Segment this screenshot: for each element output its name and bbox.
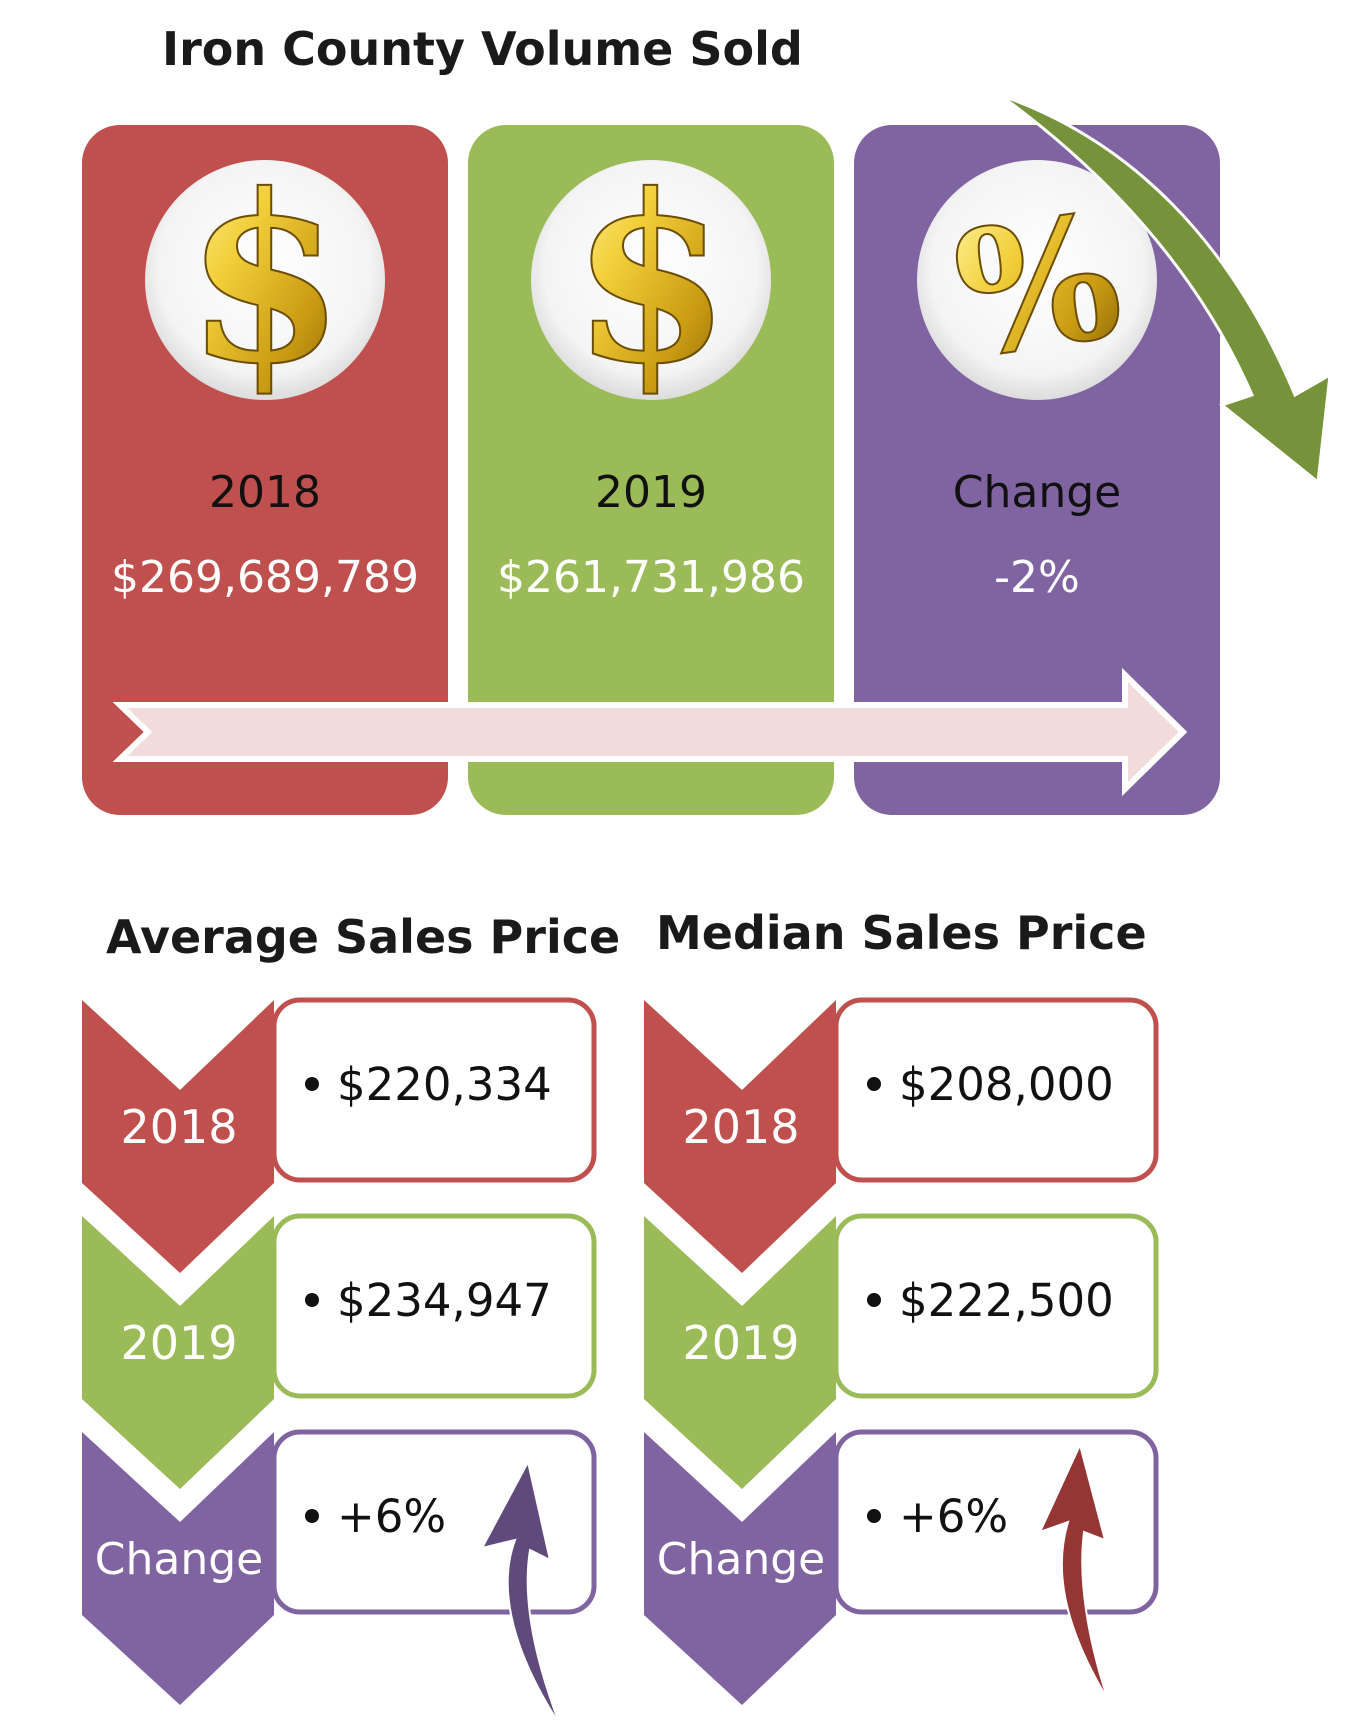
card-2018-label: 2018 — [209, 467, 321, 518]
trend-up-arrow-average — [480, 1459, 561, 1726]
percent-icon: % — [917, 160, 1157, 400]
median-change-value: +6% — [899, 1490, 1009, 1543]
median-2019-value: $222,500 — [899, 1274, 1114, 1327]
median-2018-value: $208,000 — [899, 1058, 1114, 1111]
average-change-value: +6% — [337, 1490, 447, 1543]
average-2018-value-item: $220,334 — [305, 1058, 552, 1111]
dollar-icon: $ — [145, 144, 385, 416]
median-2018-value-item: $208,000 — [867, 1058, 1114, 1111]
average-2019-label: 2019 — [120, 1316, 238, 1370]
bullet-icon — [867, 1077, 881, 1091]
card-2019-value: $261,731,986 — [497, 552, 805, 603]
bullet-icon — [305, 1077, 319, 1091]
svg-text:%: % — [944, 176, 1132, 397]
bullet-icon — [305, 1293, 319, 1307]
median-2018-label: 2018 — [682, 1100, 800, 1154]
card-2019-label: 2019 — [595, 467, 707, 518]
svg-text:$: $ — [571, 145, 731, 415]
average-2018-value: $220,334 — [337, 1058, 552, 1111]
volume-title: Iron County Volume Sold — [162, 22, 803, 76]
timeline-arrow — [112, 667, 1188, 797]
average-change-value-item: +6% — [305, 1490, 446, 1543]
trend-up-arrow-median — [1038, 1442, 1109, 1701]
average-title: Average Sales Price — [106, 910, 621, 964]
median-2019-value-item: $222,500 — [867, 1274, 1114, 1327]
card-change-value: -2% — [994, 552, 1080, 603]
bullet-icon — [867, 1509, 881, 1523]
median-title: Median Sales Price — [656, 906, 1147, 960]
bullet-icon — [867, 1293, 881, 1307]
median-change-label: Change — [656, 1534, 826, 1585]
card-2018-value: $269,689,789 — [111, 552, 419, 603]
dollar-icon: $ — [531, 144, 771, 416]
svg-text:$: $ — [185, 145, 345, 415]
median-change-value-item: +6% — [867, 1490, 1008, 1543]
average-chevrons — [82, 997, 597, 1705]
average-2018-label: 2018 — [120, 1100, 238, 1154]
card-change-label: Change — [952, 467, 1122, 518]
average-2019-value-item: $234,947 — [305, 1274, 552, 1327]
average-2019-value: $234,947 — [337, 1274, 552, 1327]
trend-down-arrow — [999, 93, 1332, 485]
average-change-label: Change — [94, 1534, 264, 1585]
bullet-icon — [305, 1509, 319, 1523]
median-2019-label: 2019 — [682, 1316, 800, 1370]
